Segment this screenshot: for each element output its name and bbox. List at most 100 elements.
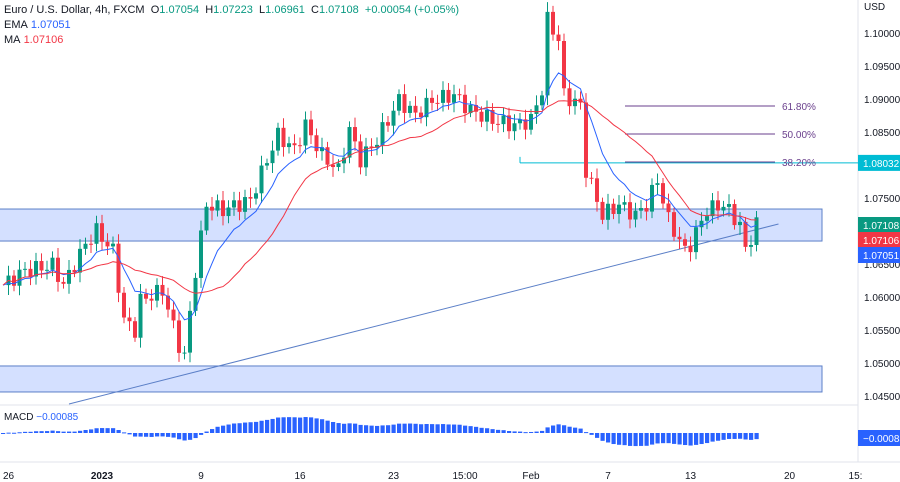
ma-legend[interactable]: MA 1.07106 [4, 33, 459, 48]
macd-histogram-bar [353, 423, 358, 433]
macd-histogram-bar [523, 432, 528, 434]
y-tick-label: 1.07500 [864, 194, 900, 205]
candle-body [457, 94, 462, 96]
candle-body [232, 200, 236, 208]
high-value: 1.07223 [213, 4, 253, 16]
candle-body [705, 216, 709, 221]
candle-body [485, 109, 489, 122]
candle-body [12, 275, 16, 286]
candle-body [584, 102, 588, 178]
macd-histogram-bar [644, 433, 649, 446]
macd-histogram-bar [17, 432, 22, 434]
macd-histogram-bar [78, 430, 83, 433]
candle-body [622, 202, 627, 205]
ema-legend[interactable]: EMA 1.07051 [4, 18, 459, 33]
candle-body [727, 204, 731, 207]
candle-body [655, 183, 660, 185]
macd-histogram-bar [402, 423, 407, 433]
candle-body [221, 200, 225, 217]
x-tick-label: 13 [685, 471, 697, 482]
candle-body [28, 268, 33, 277]
candle-body [83, 243, 88, 249]
x-tick-label: 20 [784, 471, 796, 482]
y-tick-label: 1.10000 [864, 29, 900, 40]
candle-body [254, 193, 258, 199]
candle-body [127, 317, 132, 322]
x-tick-label: 9 [198, 471, 204, 482]
macd-histogram-bar [622, 433, 627, 446]
candle-body [551, 11, 555, 35]
macd-histogram-bar [105, 428, 110, 433]
x-tick-label: 2023 [91, 471, 114, 482]
macd-histogram-bar [683, 433, 688, 446]
macd-histogram-bar [232, 423, 237, 433]
candle-body [611, 203, 616, 214]
macd-histogram-bar [639, 433, 644, 446]
candle-body [89, 243, 93, 245]
macd-histogram-bar [265, 419, 270, 433]
candle-body [133, 321, 137, 338]
candle-body [661, 183, 665, 204]
macd-histogram-bar [160, 433, 165, 437]
macd-histogram-bar [441, 424, 446, 433]
candle-body [408, 105, 412, 113]
candle-body [540, 95, 544, 106]
candle-body [490, 109, 495, 124]
macd-histogram-bar [72, 431, 77, 433]
candle-body [628, 202, 632, 220]
ma-label: MA [4, 34, 21, 46]
candle-body [177, 320, 181, 353]
candle-body [166, 295, 170, 310]
macd-histogram-bar [419, 424, 424, 433]
candle-body [111, 243, 115, 247]
macd-histogram-bar [474, 426, 479, 433]
candle-body [72, 269, 77, 273]
macd-value-tag: −0.00085 [863, 434, 900, 445]
macd-histogram-bar [127, 433, 132, 435]
candle-body [512, 123, 517, 132]
candle-body [501, 115, 506, 125]
macd-histogram-bar [133, 433, 138, 437]
macd-histogram-bar [259, 420, 264, 433]
candle-body [716, 200, 720, 211]
candle-body [479, 111, 484, 122]
low-value: 1.06961 [265, 4, 305, 16]
fib-level-label: 50.00% [782, 130, 816, 141]
macd-histogram-bar [116, 430, 121, 433]
candle-body [182, 352, 187, 354]
hline-price-tag: 1.08032 [863, 159, 900, 170]
macd-histogram-bar [413, 423, 418, 433]
candle-body [633, 210, 638, 220]
y-tick-label: 1.06000 [864, 293, 900, 304]
macd-histogram-bar [710, 433, 715, 442]
candle-body [17, 269, 22, 286]
macd-histogram-bar [391, 424, 396, 433]
candle-body [149, 298, 154, 301]
candle-body [171, 309, 176, 321]
macd-histogram-bar [375, 425, 380, 433]
macd-histogram-bar [303, 417, 308, 433]
macd-histogram-bar [479, 427, 484, 433]
macd-histogram-bar [94, 428, 99, 433]
macd-histogram-bar [23, 431, 28, 433]
macd-histogram-bar [39, 431, 44, 433]
candle-body [672, 212, 676, 237]
candle-body [144, 293, 148, 299]
candle-body [688, 245, 693, 253]
low-label: L [259, 4, 266, 16]
candle-body [215, 200, 220, 211]
macd-histogram-bar [485, 428, 490, 433]
open-value: 1.07054 [159, 4, 200, 16]
macd-histogram-bar [732, 433, 737, 439]
candle-body [56, 257, 60, 282]
macd-histogram-bar [650, 433, 655, 445]
macd-histogram-bar [100, 428, 105, 433]
candle-body [314, 135, 319, 152]
candle-body [303, 119, 308, 146]
candle-body [210, 206, 214, 211]
macd-histogram-bar [182, 433, 187, 441]
candle-body [375, 144, 379, 148]
macd-histogram-bar [501, 430, 506, 433]
